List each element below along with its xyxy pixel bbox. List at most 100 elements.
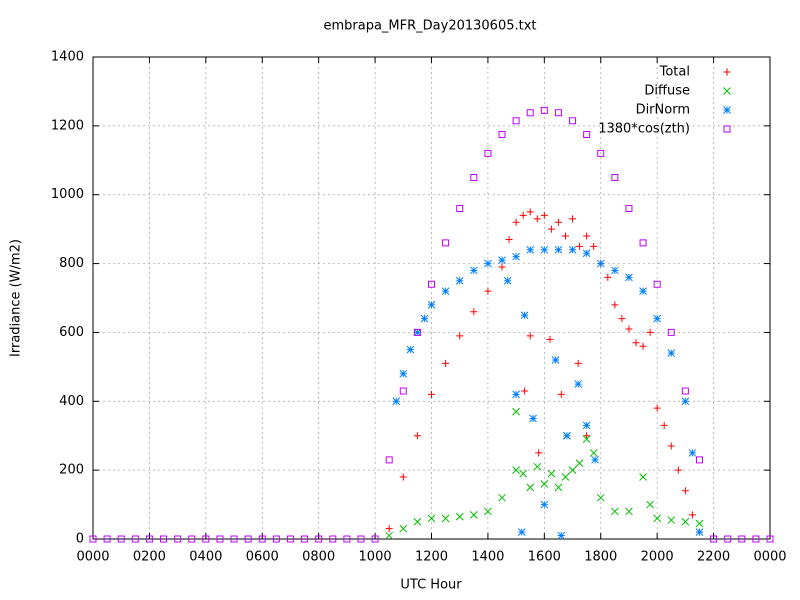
point — [547, 225, 555, 233]
point — [442, 239, 450, 247]
point — [517, 528, 526, 536]
point — [625, 325, 633, 333]
point — [498, 263, 506, 271]
point — [569, 215, 577, 223]
y-tick-label: 0 — [76, 532, 84, 547]
point — [546, 335, 554, 343]
x-tick-label: 1000 — [359, 550, 392, 565]
point — [469, 511, 478, 519]
point — [591, 455, 599, 464]
point — [519, 211, 527, 219]
point — [667, 442, 675, 450]
point — [427, 514, 436, 523]
legend-label: Diffuse — [644, 84, 690, 99]
point — [646, 328, 654, 336]
point — [442, 359, 450, 367]
point — [563, 431, 571, 440]
point — [639, 239, 647, 247]
point — [357, 535, 365, 543]
point — [441, 287, 450, 295]
point — [428, 390, 435, 398]
point — [625, 507, 633, 516]
point — [611, 507, 619, 516]
point — [456, 204, 464, 212]
x-tick-label: 0400 — [189, 550, 222, 565]
y-tick-label: 400 — [59, 394, 84, 409]
point — [597, 149, 605, 157]
point — [574, 380, 583, 388]
point — [484, 149, 492, 157]
point — [667, 349, 676, 357]
point — [385, 456, 393, 464]
point — [688, 449, 697, 457]
x-tick-label: 2200 — [697, 550, 730, 565]
point — [484, 507, 492, 516]
point — [498, 130, 506, 138]
point — [695, 456, 703, 464]
point — [574, 359, 582, 367]
point — [413, 328, 421, 336]
point — [503, 276, 512, 285]
point — [583, 130, 591, 138]
point — [512, 390, 520, 399]
point — [551, 356, 560, 364]
point — [738, 535, 746, 543]
point — [286, 535, 294, 543]
legend-label: 1380*cos(zth) — [598, 122, 690, 137]
point — [230, 535, 238, 543]
point — [582, 435, 591, 444]
point — [470, 308, 478, 316]
legend-marker — [723, 87, 731, 95]
point — [589, 449, 598, 457]
point — [526, 245, 535, 254]
point — [547, 469, 556, 478]
point — [653, 280, 661, 288]
point — [103, 535, 111, 543]
x-tick-label: 1200 — [415, 550, 448, 565]
point — [512, 218, 520, 226]
point — [667, 328, 675, 336]
point — [216, 535, 224, 543]
point — [392, 397, 401, 406]
legend-label: Total — [659, 65, 690, 80]
point — [639, 342, 647, 350]
point — [413, 328, 422, 337]
point — [618, 315, 626, 323]
point — [611, 301, 619, 309]
point — [188, 535, 196, 543]
point — [258, 535, 266, 543]
point — [557, 390, 565, 398]
point — [582, 421, 591, 430]
point — [639, 287, 647, 295]
point — [540, 211, 548, 219]
point — [456, 332, 464, 340]
point — [399, 387, 407, 395]
point — [315, 535, 323, 543]
point — [625, 204, 633, 212]
point — [681, 387, 689, 395]
point — [526, 483, 535, 492]
point — [611, 174, 619, 181]
point — [455, 512, 464, 521]
point — [301, 535, 309, 543]
y-tick-label: 1400 — [51, 50, 84, 65]
point — [653, 404, 661, 412]
point — [399, 369, 408, 378]
x-tick-label: 2000 — [641, 550, 674, 565]
x-tick-label: 0200 — [133, 550, 166, 565]
point — [202, 535, 210, 543]
point — [498, 256, 506, 264]
point — [582, 249, 591, 258]
point — [505, 235, 513, 243]
x-tick-label: 1600 — [528, 550, 561, 565]
y-tick-label: 1200 — [51, 118, 84, 133]
x-axis-label: UTC Hour — [400, 578, 462, 593]
point — [343, 535, 351, 543]
point — [145, 535, 153, 543]
point — [583, 432, 591, 440]
x-tick-label: 0000 — [753, 550, 786, 565]
y-tick-label: 600 — [59, 325, 84, 340]
point — [554, 218, 562, 226]
point — [596, 259, 605, 268]
x-tick-label: 0000 — [76, 550, 109, 565]
